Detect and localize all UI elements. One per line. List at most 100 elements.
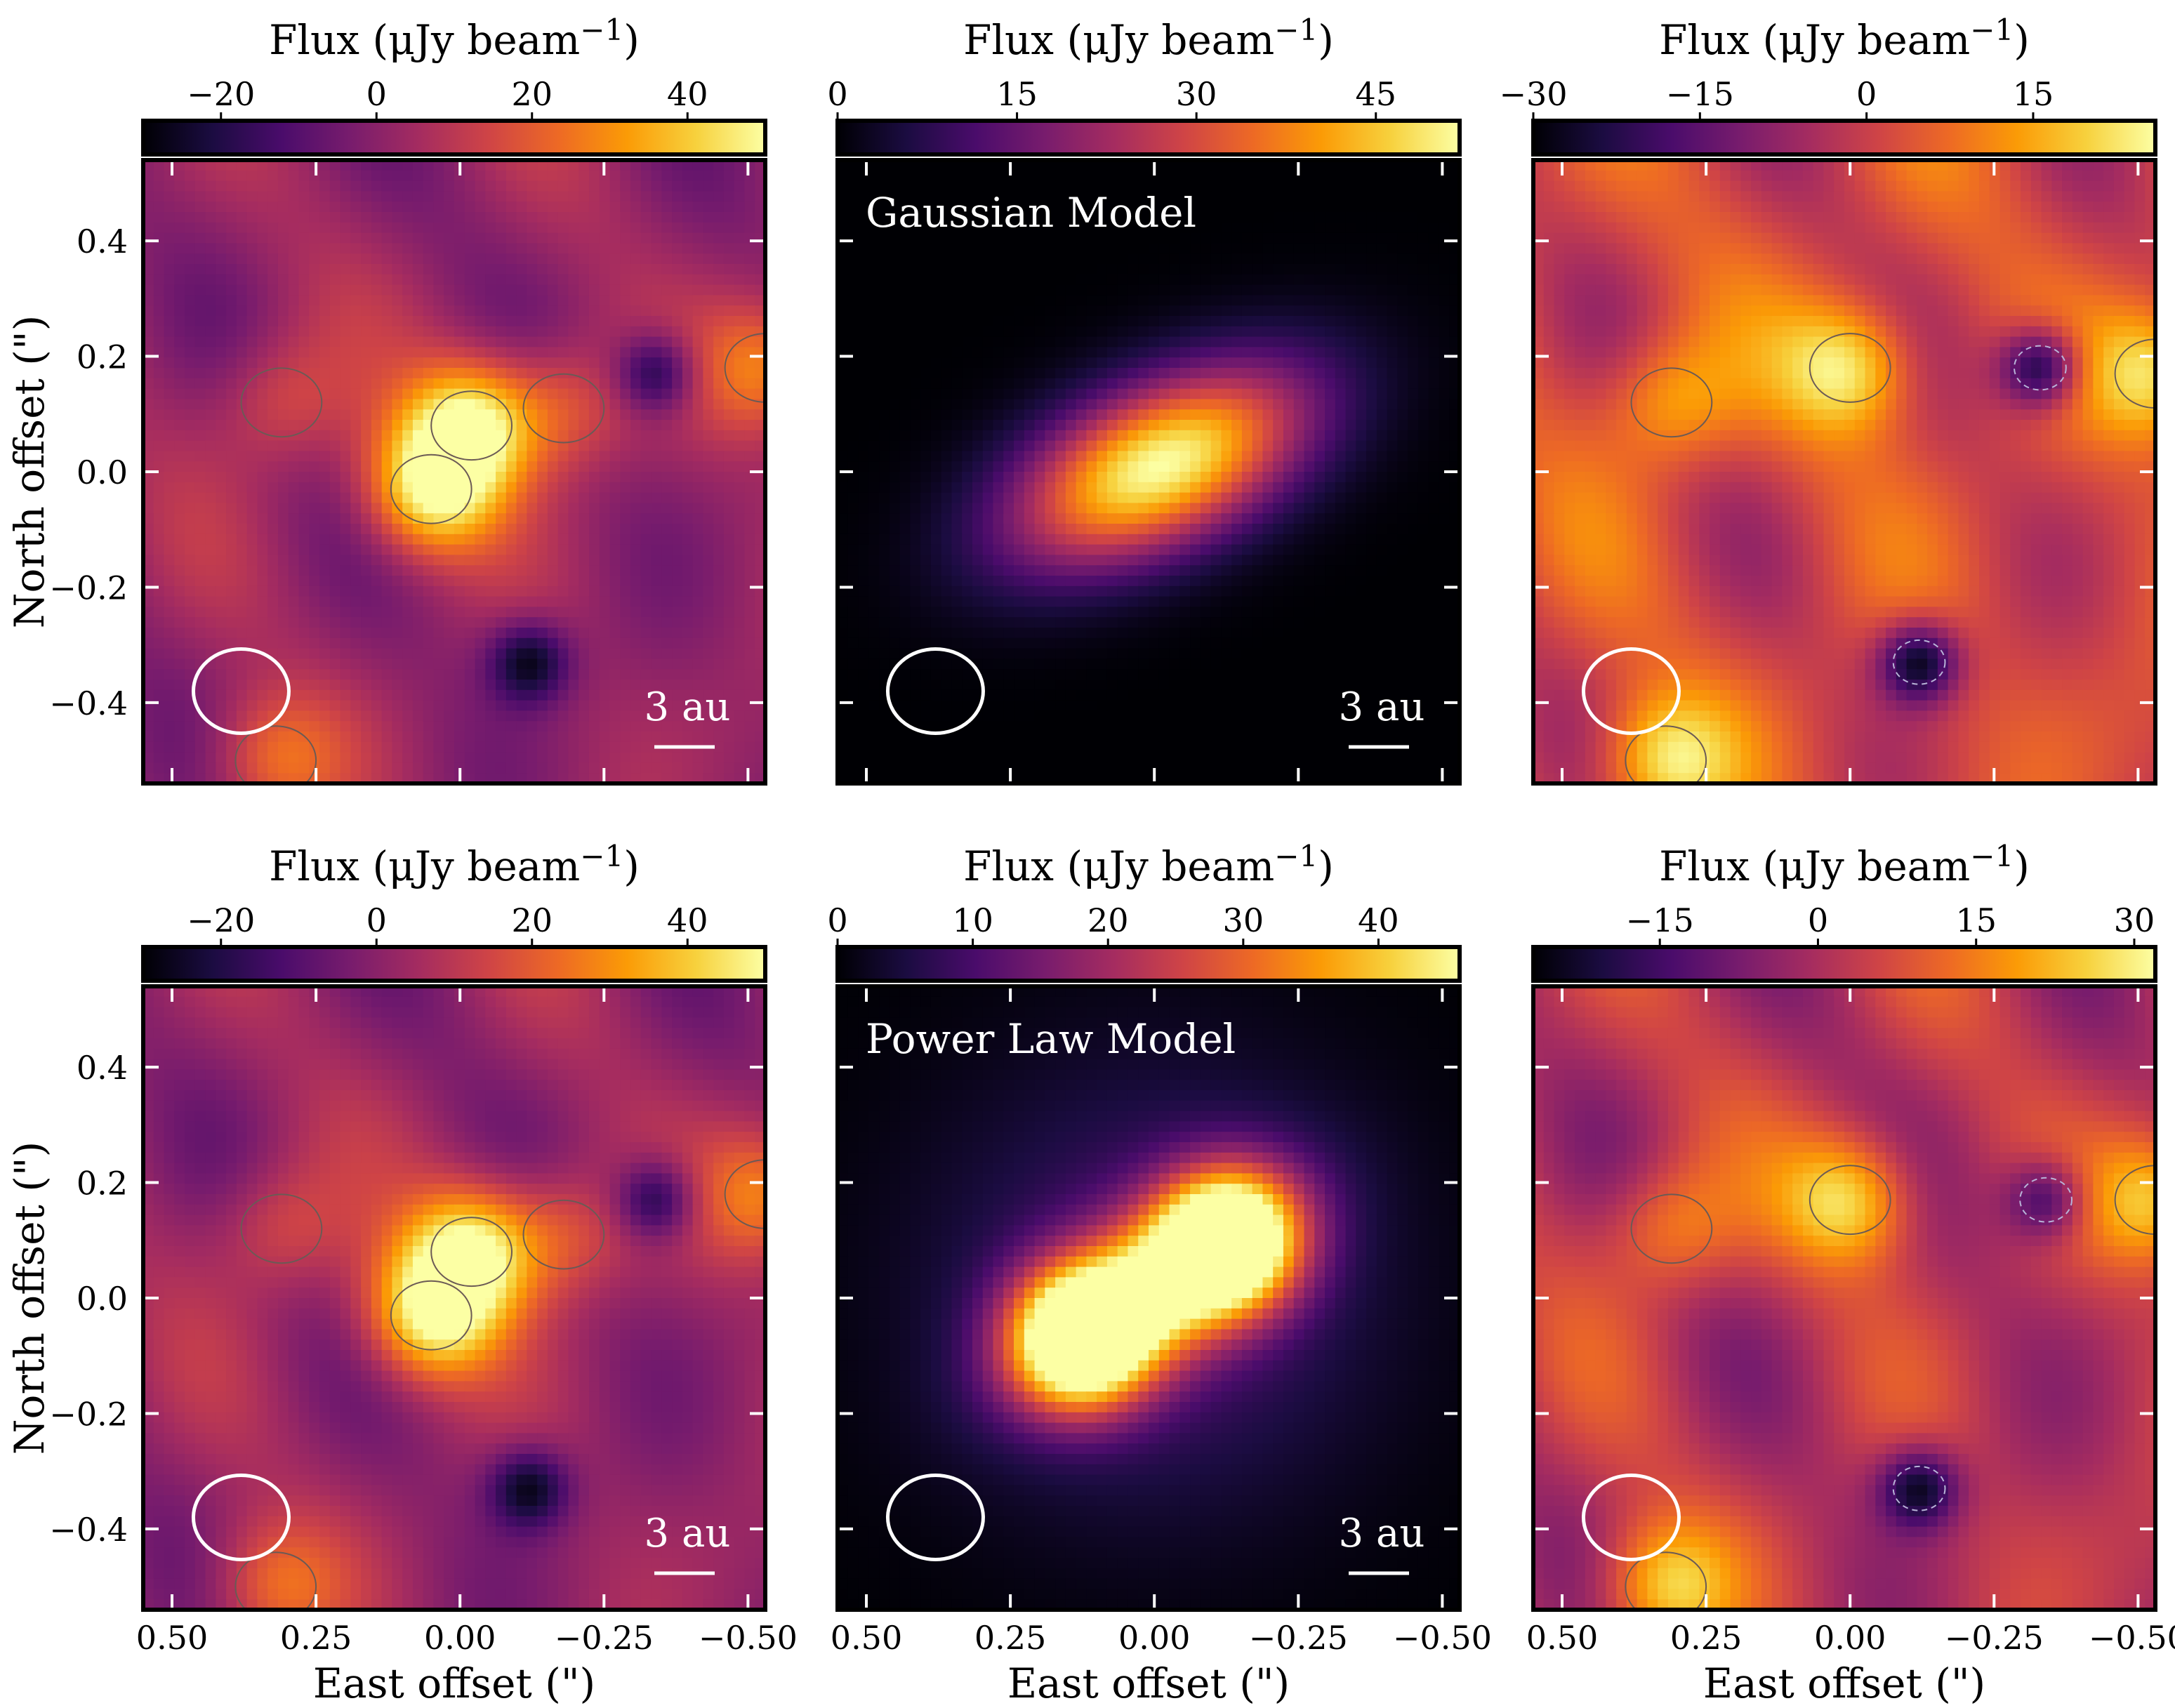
- colorbar-tick-label: −30: [1499, 75, 1567, 113]
- colorbar-label-prefix: Flux (μJy beam: [963, 16, 1274, 64]
- scale-bar-label: 3 au: [644, 1511, 731, 1556]
- colorbar-tick-label: 30: [1223, 901, 1264, 939]
- x-tick-label: 0.25: [1670, 1619, 1742, 1657]
- colorbar-tick-label: −15: [1626, 901, 1694, 939]
- x-tick-label: 0.50: [136, 1619, 208, 1657]
- colorbar-label-suffix: ): [623, 842, 640, 890]
- x-tick-label: 0.00: [1118, 1619, 1190, 1657]
- colorbar-tick-label: −20: [187, 75, 255, 113]
- colorbar-label-suffix: ): [1318, 16, 1334, 64]
- colorbar-label-exponent: −1: [580, 839, 623, 873]
- flux-map: [838, 986, 1460, 1610]
- colorbar: −30 −15 0 15 Flux (μJy beam−1): [1499, 13, 2157, 157]
- colorbar-tick-label: 0: [366, 901, 387, 939]
- x-tick-label: 0.50: [1526, 1619, 1598, 1657]
- positive-contour: [390, 454, 472, 524]
- x-tick-label: −0.50: [699, 1619, 798, 1657]
- colorbar-label-prefix: Flux (μJy beam: [963, 842, 1274, 890]
- colorbar-tick-label: 40: [667, 901, 708, 939]
- flux-map: [1533, 986, 2155, 1610]
- panel-frame: [141, 984, 767, 1612]
- negative-contour: [1892, 639, 1946, 685]
- positive-contour: [1630, 367, 1713, 438]
- x-axis-label: East offset ("): [313, 1660, 595, 1707]
- y-tick-label: −0.4: [49, 684, 128, 722]
- x-tick-label: 0.25: [974, 1619, 1046, 1657]
- colorbar-tick-label: −20: [187, 901, 255, 939]
- positive-contour: [390, 1280, 472, 1351]
- positive-contour: [240, 1193, 323, 1264]
- colorbar-label-prefix: Flux (μJy beam: [269, 16, 580, 64]
- panel-top-right: −30 −15 0 15 Flux (μJy beam−1): [1499, 13, 2157, 786]
- colorbar-label-suffix: ): [623, 16, 640, 64]
- panel-frame: [1531, 984, 2157, 1612]
- colorbar-tick-label: 20: [511, 901, 553, 939]
- model-title: Power Law Model: [866, 1015, 1236, 1063]
- scale-bar-label: 3 au: [1339, 1511, 1425, 1556]
- colorbar-tick-label: 45: [1355, 75, 1396, 113]
- x-tick-label: 0.00: [424, 1619, 496, 1657]
- colorbar-tick-label: 40: [1358, 901, 1399, 939]
- panel-frame: [835, 984, 1462, 1612]
- positive-contour: [522, 373, 605, 444]
- colorbar-label-exponent: −1: [1970, 839, 2014, 873]
- colorbar-label-prefix: Flux (μJy beam: [1659, 16, 1970, 64]
- colorbar-gradient: [1533, 947, 2155, 981]
- y-tick-label: 0.0: [77, 454, 128, 491]
- positive-contour: [1809, 333, 1891, 403]
- model-title: Gaussian Model: [866, 189, 1196, 237]
- colorbar-tick-label: 30: [2114, 901, 2155, 939]
- y-axis-label: North offset ("): [6, 1141, 53, 1455]
- colorbar-label-prefix: Flux (μJy beam: [269, 842, 580, 890]
- colorbar-label-suffix: ): [2014, 16, 2030, 64]
- y-tick-label: 0.2: [77, 338, 128, 376]
- positive-contour: [1809, 1165, 1891, 1236]
- negative-contour: [2014, 345, 2067, 391]
- x-tick-label: −0.25: [555, 1619, 654, 1657]
- panel-bottom-middle: Power Law Model 3 au 0.50 0.25 0.00 −0.25 −0.5…: [827, 839, 1492, 1707]
- positive-contour: [2114, 338, 2155, 409]
- x-tick-label: 0.00: [1814, 1619, 1886, 1657]
- negative-contour: [1892, 1465, 1946, 1511]
- positive-contour: [234, 725, 317, 783]
- x-tick-label: −0.25: [1945, 1619, 2044, 1657]
- positive-contour: [1625, 1551, 1707, 1610]
- positive-contour: [234, 1551, 317, 1610]
- colorbar: 0 15 30 45 Flux (μJy beam−1): [827, 13, 1462, 157]
- colorbar-tick-label: 30: [1176, 75, 1217, 113]
- colorbar-label: Flux (μJy beam−1): [963, 839, 1334, 890]
- y-tick-label: −0.4: [49, 1511, 128, 1549]
- colorbar-tick-label: 0: [366, 75, 387, 113]
- panel-bottom-left: 3 au 0.4 0.2 0.0 −0.2 −0.4 0.50 0.25 0.00 −0.25 −0…: [6, 839, 798, 1707]
- panel-frame: [1531, 158, 2157, 786]
- colorbar-tick-label: −15: [1666, 75, 1734, 113]
- colorbar-tick-label: 0: [1808, 901, 1828, 939]
- colorbar-label-exponent: −1: [580, 13, 623, 47]
- colorbar-tick-label: 0: [1856, 75, 1877, 113]
- flux-map: [838, 160, 1460, 783]
- colorbar-frame: [1531, 945, 2157, 983]
- x-tick-label: 0.25: [280, 1619, 352, 1657]
- beam-ellipse: [191, 1473, 291, 1561]
- scale-bar-label: 3 au: [644, 684, 731, 730]
- colorbar: −15 0 15 30 Flux (μJy beam−1): [1531, 839, 2157, 983]
- colorbar-frame: [141, 119, 767, 157]
- beam-ellipse: [191, 647, 291, 735]
- flux-map: [143, 986, 765, 1610]
- colorbar-gradient: [1533, 121, 2155, 154]
- colorbar-frame: [1531, 119, 2157, 157]
- colorbar-tick-label: 0: [827, 75, 847, 113]
- colorbar-frame: [835, 119, 1462, 157]
- beam-ellipse: [885, 647, 985, 735]
- positive-contour: [430, 1217, 513, 1287]
- x-axis-label: East offset ("): [1007, 1660, 1290, 1707]
- colorbar-tick-label: 15: [1955, 901, 1997, 939]
- colorbar-label-suffix: ): [1318, 842, 1334, 890]
- panel-top-middle: Gaussian Model 3 au 0 15 30 45 Flux (μJy beam−…: [827, 13, 1462, 786]
- x-tick-label: 0.50: [831, 1619, 902, 1657]
- colorbar-frame: [835, 945, 1462, 983]
- y-tick-label: 0.0: [77, 1280, 128, 1318]
- y-tick-label: 0.2: [77, 1165, 128, 1203]
- colorbar-label: Flux (μJy beam−1): [1659, 839, 2030, 890]
- colorbar-label: Flux (μJy beam−1): [1659, 13, 2030, 64]
